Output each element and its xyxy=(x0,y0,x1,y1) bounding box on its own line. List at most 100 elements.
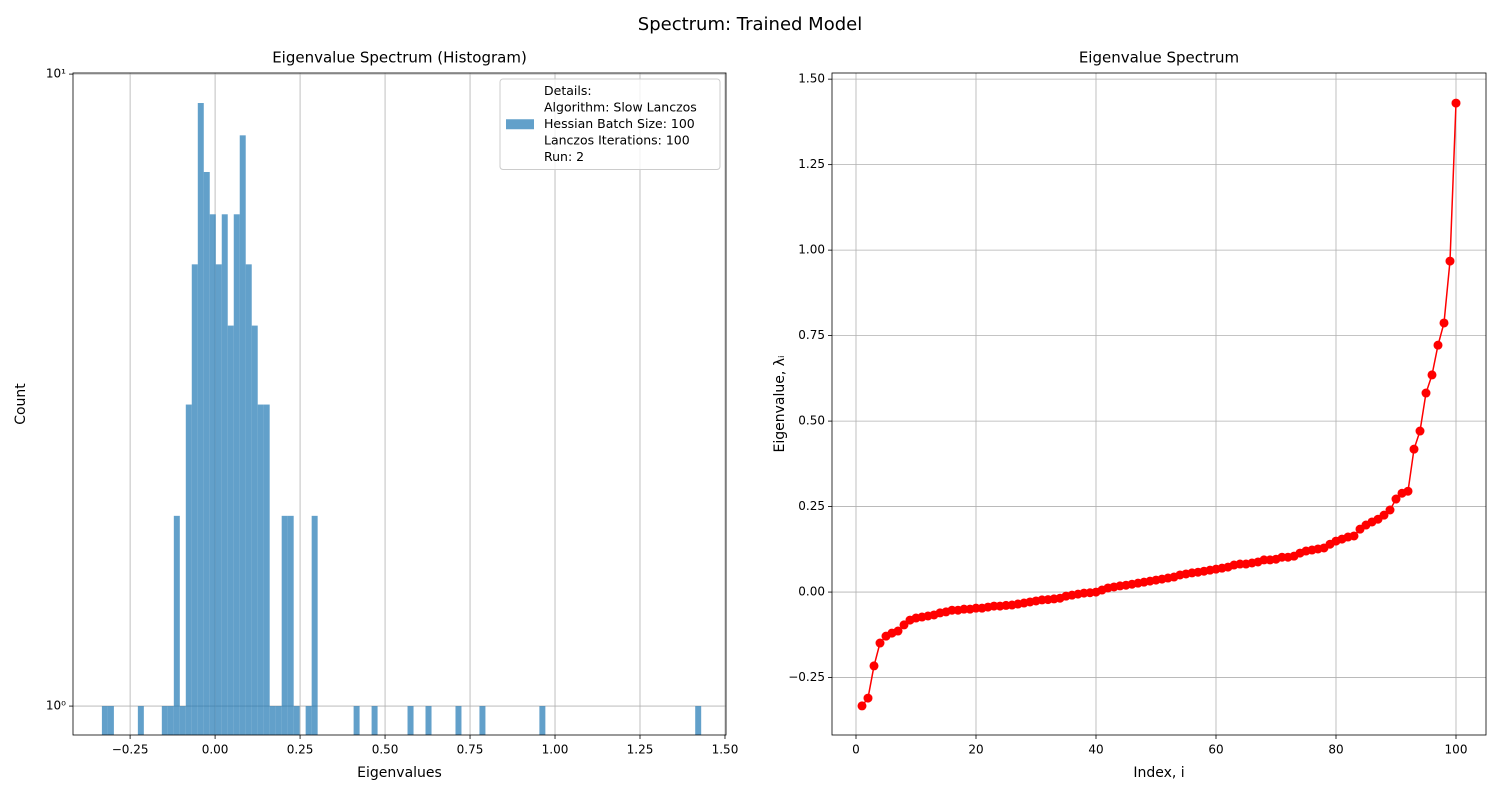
histogram-bar xyxy=(371,706,378,735)
x-tick-label: 1.25 xyxy=(627,743,654,757)
x-tick-label: 20 xyxy=(968,743,983,757)
x-tick-label: −0.25 xyxy=(112,743,149,757)
y-axis-label: Eigenvalue, λᵢ xyxy=(772,355,788,452)
histogram-bar xyxy=(539,706,546,735)
subplot: Eigenvalue Spectrum (Histogram) Eigenvalu… xyxy=(13,49,738,782)
histogram-bar xyxy=(407,706,414,735)
histogram-bar xyxy=(137,706,144,735)
histogram-bar xyxy=(239,135,246,735)
legend-label: Run: 2 xyxy=(544,149,584,164)
y-tick-label: 1.50 xyxy=(798,72,825,86)
y-tick-label: −0.25 xyxy=(788,670,825,684)
axes-frame xyxy=(72,72,727,736)
point xyxy=(875,638,885,648)
x-tick-label: 0.75 xyxy=(457,743,484,757)
subplot: Eigenvalue Spectrum Index, i Eigenvalue, λ… xyxy=(772,49,1487,781)
point xyxy=(869,661,879,671)
legend-box xyxy=(499,78,721,170)
legend-swatch xyxy=(506,119,534,130)
histogram-bar xyxy=(287,515,294,735)
histogram-bar xyxy=(275,706,282,735)
histogram-bar xyxy=(197,103,204,735)
y-tick-label: 0.75 xyxy=(798,328,825,342)
y-tick-label: 0.50 xyxy=(798,414,825,428)
point xyxy=(1349,531,1359,541)
x-tick-label: 0.25 xyxy=(287,743,314,757)
histogram-bar xyxy=(257,404,264,735)
x-tick-label: 0.50 xyxy=(372,743,399,757)
point xyxy=(1409,444,1419,454)
y-tick-label: 0.00 xyxy=(798,585,825,599)
histogram-bar xyxy=(311,515,318,735)
x-tick-label: 0 xyxy=(852,743,860,757)
point xyxy=(1433,340,1443,350)
histogram-bar xyxy=(185,404,192,735)
point xyxy=(1385,505,1395,515)
point xyxy=(1415,426,1425,436)
histogram-bar xyxy=(173,515,180,735)
x-tick-label: 80 xyxy=(1328,743,1343,757)
point xyxy=(1421,388,1431,398)
y-tick-label: 1.25 xyxy=(798,157,825,171)
x-tick-label: 1.00 xyxy=(542,743,569,757)
legend-label: Lanczos Iterations: 100 xyxy=(544,132,690,147)
point xyxy=(899,620,909,630)
x-tick-label: 100 xyxy=(1445,743,1468,757)
point xyxy=(1451,98,1461,108)
y-axis-label: Count xyxy=(13,383,29,425)
point xyxy=(1445,256,1455,266)
histogram-bar xyxy=(107,706,114,735)
axes-frame xyxy=(831,72,1487,736)
subplot-title: Eigenvalue Spectrum (Histogram) xyxy=(272,49,527,67)
histogram-bar xyxy=(269,706,276,735)
histogram-bar xyxy=(161,706,168,735)
x-tick-label: 40 xyxy=(1088,743,1103,757)
legend-label: Algorithm: Slow Lanczos xyxy=(544,99,697,114)
histogram-bar xyxy=(425,706,432,735)
y-tick-label: 10⁰ xyxy=(46,699,66,713)
histogram-bar xyxy=(203,171,210,736)
x-axis-label: Eigenvalues xyxy=(357,765,442,781)
histogram-bar xyxy=(251,325,258,735)
histogram-bar xyxy=(281,515,288,735)
histogram-bar xyxy=(209,214,216,736)
histogram-bar xyxy=(233,214,240,736)
point xyxy=(893,626,903,636)
point xyxy=(1427,370,1437,380)
histogram-bar xyxy=(227,325,234,735)
y-tick-label: 10¹ xyxy=(46,67,66,81)
histogram-bar xyxy=(263,404,270,735)
x-tick-label: 0.00 xyxy=(202,743,229,757)
histogram-bar xyxy=(353,706,360,735)
subplot-title: Eigenvalue Spectrum xyxy=(1079,49,1239,67)
point xyxy=(1403,486,1413,496)
point xyxy=(863,693,873,703)
histogram-bar xyxy=(179,706,186,735)
y-tick-label: 0.25 xyxy=(798,499,825,513)
x-tick-label: 1.50 xyxy=(712,743,739,757)
legend-label: Hessian Batch Size: 100 xyxy=(544,116,695,131)
histogram-bar xyxy=(191,264,198,735)
histogram-bar xyxy=(695,706,702,735)
y-tick-label: 1.00 xyxy=(798,243,825,257)
histogram-bar xyxy=(455,706,462,735)
legend-label: Details: xyxy=(544,83,592,98)
point xyxy=(1391,494,1401,504)
x-axis-label: Index, i xyxy=(1133,765,1184,781)
line xyxy=(861,103,1457,707)
histogram-bar xyxy=(215,264,222,735)
histogram-bar xyxy=(221,214,228,736)
histogram-bar xyxy=(479,706,486,735)
point xyxy=(1439,318,1449,328)
point xyxy=(1379,510,1389,520)
histogram-bar xyxy=(293,706,300,735)
histogram-bar xyxy=(245,264,252,735)
point xyxy=(857,701,867,711)
x-tick-label: 60 xyxy=(1208,743,1223,757)
legend: Details:Algorithm: Slow Lanczos Hessian B… xyxy=(499,78,721,170)
histogram-bar xyxy=(305,706,312,735)
figure-title: Spectrum: Trained Model xyxy=(638,14,862,35)
histogram-bar xyxy=(167,706,174,735)
histogram-bar xyxy=(101,706,108,735)
